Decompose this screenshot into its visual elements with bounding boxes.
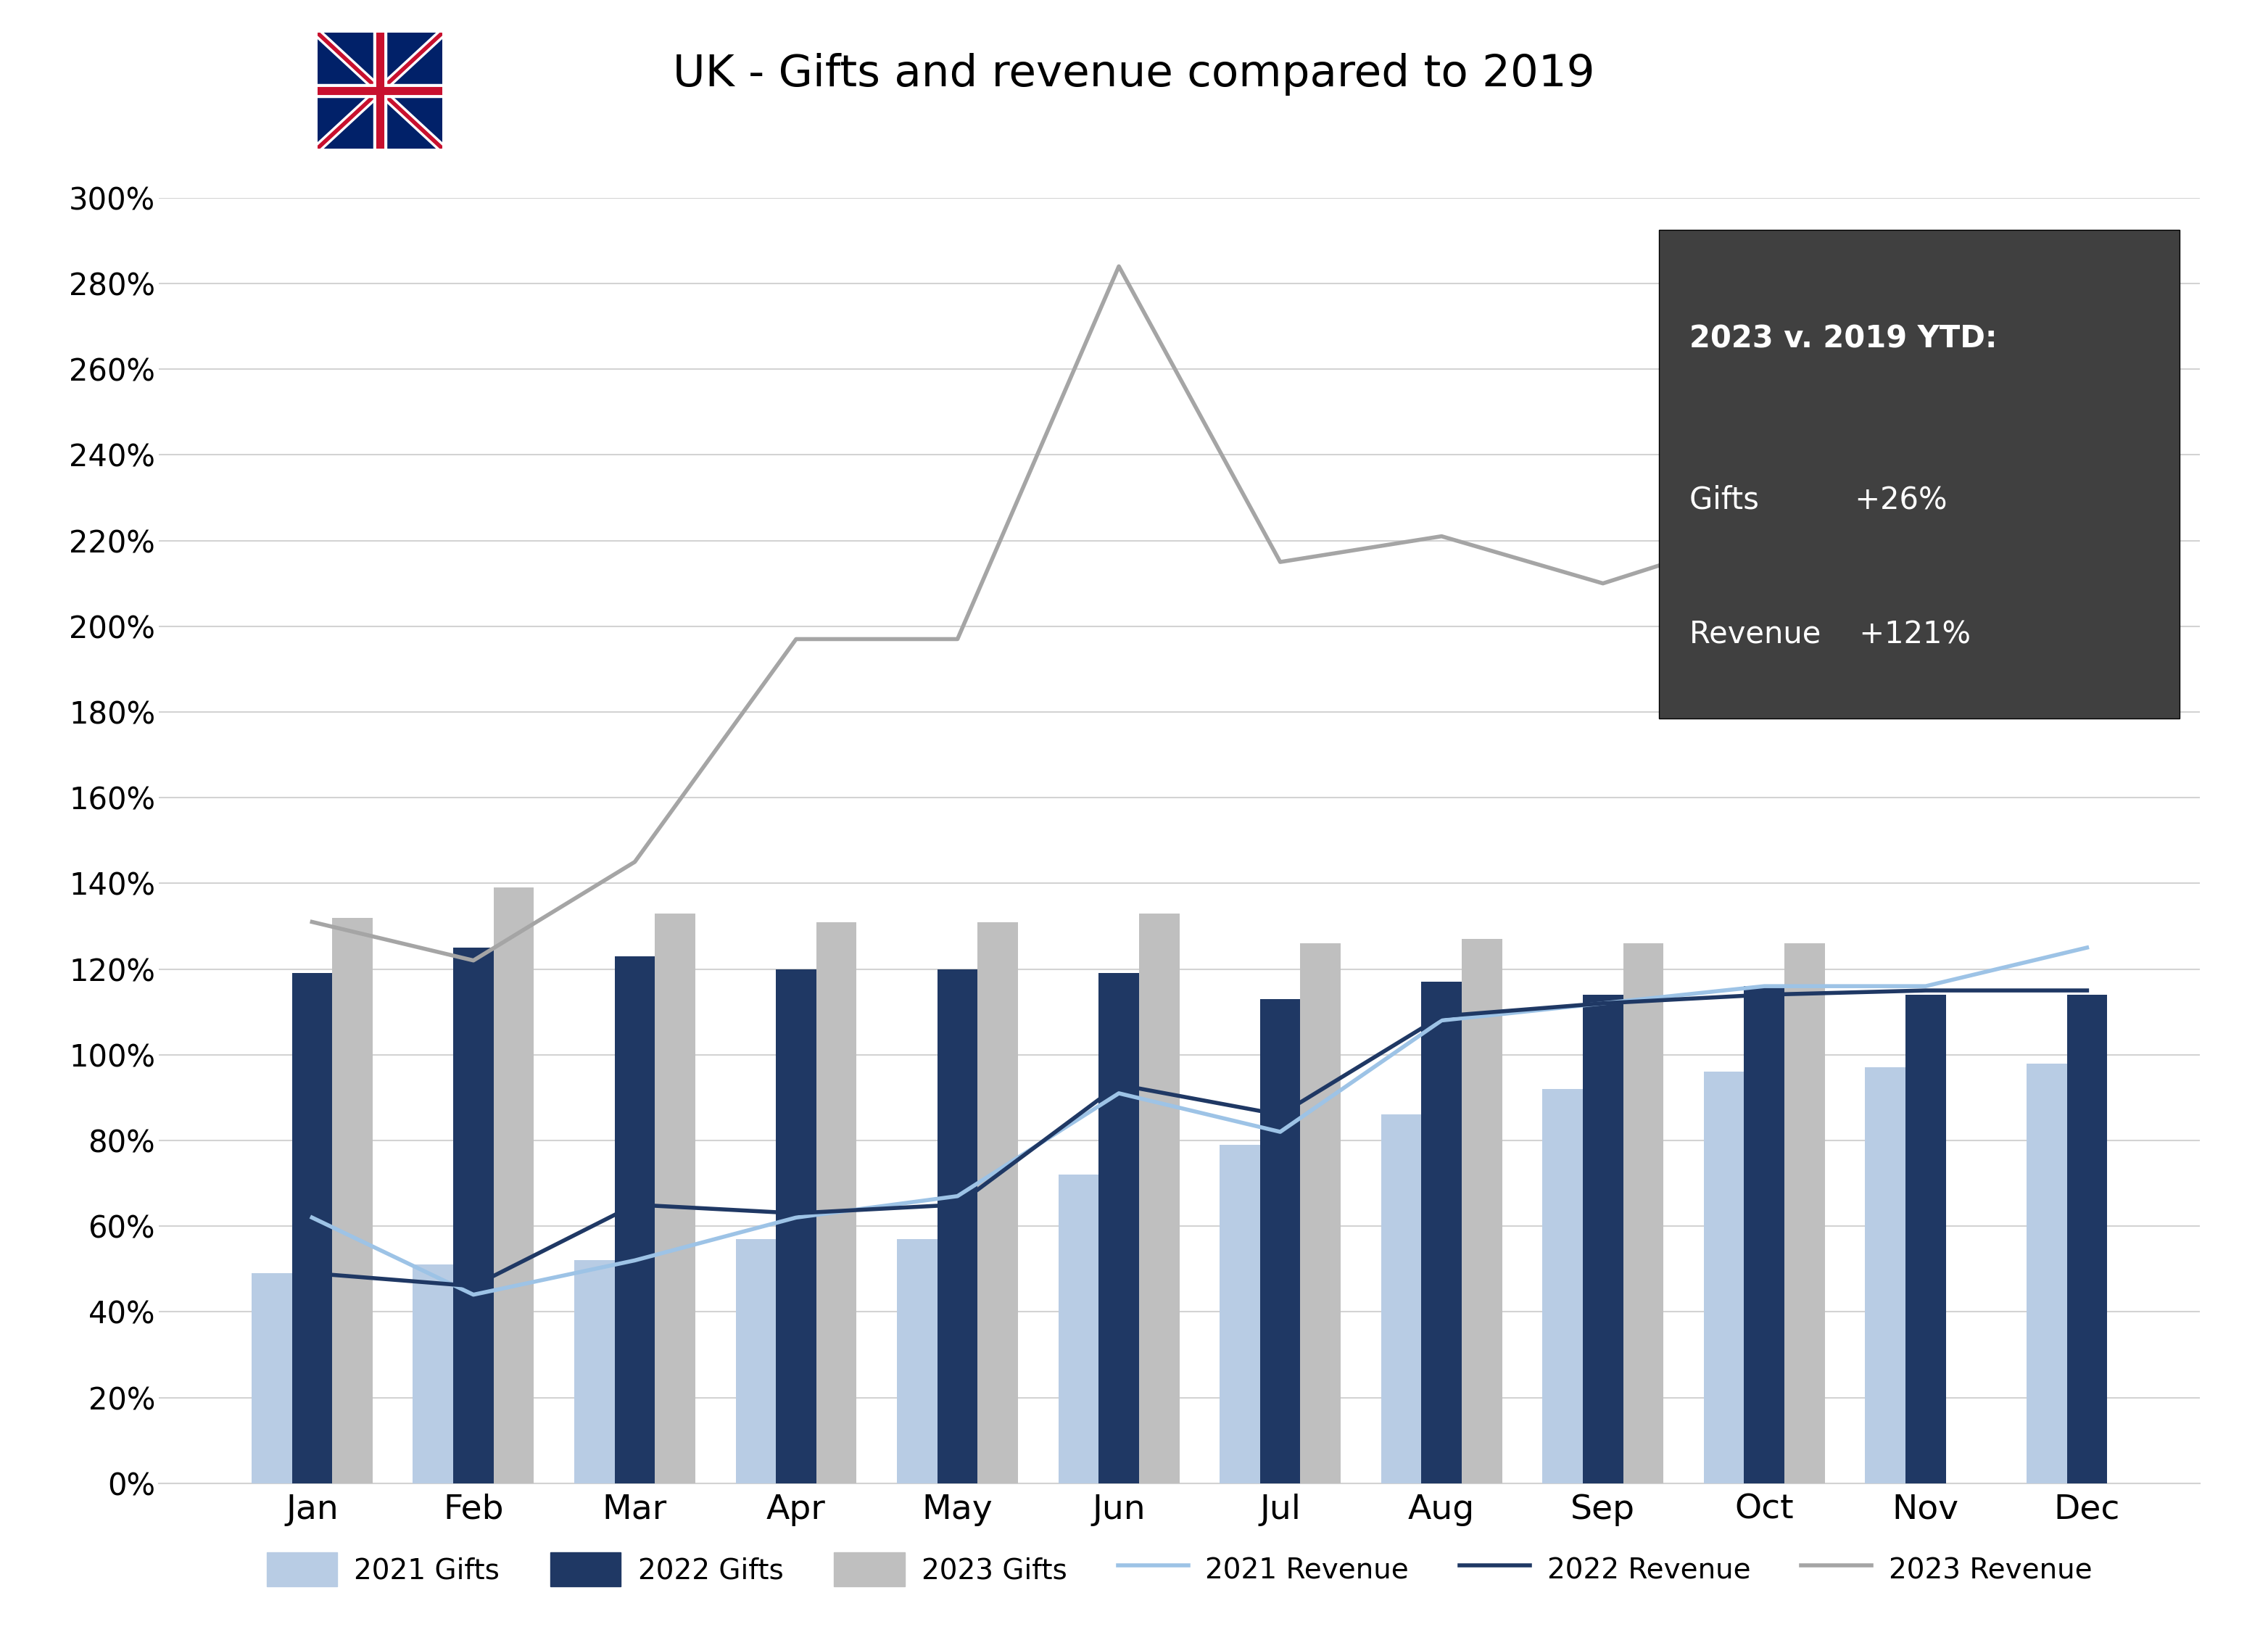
2022 Revenue — [621, 1195, 649, 1215]
Bar — [1059, 1175, 1098, 1483]
Bar — [2028, 1063, 2066, 1483]
Text: Revenue    +121%: Revenue +121% — [1690, 620, 1971, 649]
Bar — [1703, 1071, 1744, 1483]
Bar — [1542, 1089, 1583, 1483]
2021 Revenue — [782, 1208, 810, 1228]
2023 Revenue — [299, 911, 327, 931]
2022 Revenue — [943, 1195, 971, 1215]
Text: 2023 v. 2019 YTD:: 2023 v. 2019 YTD: — [1690, 325, 1998, 354]
Bar — [1220, 1145, 1261, 1483]
2023 Revenue — [1266, 552, 1293, 572]
Bar — [331, 918, 372, 1483]
Bar — [1583, 995, 1624, 1483]
Bar — [816, 921, 857, 1483]
Bar — [574, 1261, 615, 1483]
Bar — [978, 921, 1018, 1483]
2021 Revenue — [1429, 1010, 1456, 1030]
Bar — [1098, 974, 1139, 1483]
Bar — [454, 948, 494, 1483]
Bar — [1905, 995, 1946, 1483]
Bar — [735, 1239, 776, 1483]
2023 Revenue — [1105, 257, 1132, 277]
2021 Revenue — [2073, 938, 2100, 957]
Bar — [1261, 999, 1300, 1483]
2021 Revenue — [1590, 994, 1617, 1014]
2021 Revenue — [621, 1251, 649, 1271]
Line: 2021 Revenue: 2021 Revenue — [313, 948, 2087, 1295]
Bar — [2066, 995, 2107, 1483]
Bar — [1864, 1068, 1905, 1483]
2022 Revenue — [1912, 981, 1939, 1000]
2022 Revenue — [1429, 1007, 1456, 1027]
Bar — [776, 969, 816, 1483]
2022 Revenue — [2073, 981, 2100, 1000]
2022 Revenue — [1751, 986, 1778, 1005]
Bar — [494, 888, 533, 1483]
2021 Revenue — [1105, 1083, 1132, 1103]
2021 Revenue — [1266, 1122, 1293, 1142]
2022 Revenue — [782, 1203, 810, 1223]
2022 Revenue — [299, 1264, 327, 1284]
2023 Revenue — [1429, 526, 1456, 545]
2022 Revenue — [1105, 1074, 1132, 1094]
Bar — [1381, 1114, 1422, 1483]
Bar — [1744, 986, 1785, 1483]
FancyBboxPatch shape — [1660, 229, 2180, 719]
Bar — [1463, 939, 1501, 1483]
2023 Revenue — [621, 852, 649, 872]
Legend: 2021 Gifts, 2022 Gifts, 2023 Gifts, 2021 Revenue, 2022 Revenue, 2023 Revenue: 2021 Gifts, 2022 Gifts, 2023 Gifts, 2021… — [256, 1541, 2102, 1597]
Bar — [896, 1239, 937, 1483]
2022 Revenue — [460, 1276, 488, 1295]
2022 Revenue — [1266, 1104, 1293, 1124]
Bar — [1785, 943, 1826, 1483]
Bar — [1139, 913, 1179, 1483]
Bar — [413, 1264, 454, 1483]
Bar — [615, 956, 655, 1483]
Text: Gifts          +26%: Gifts +26% — [1690, 485, 1948, 516]
2023 Revenue — [782, 630, 810, 649]
2023 Revenue — [1912, 560, 1939, 580]
2021 Revenue — [1751, 976, 1778, 995]
2021 Revenue — [1912, 976, 1939, 995]
Line: 2023 Revenue: 2023 Revenue — [313, 267, 1926, 961]
2023 Revenue — [1751, 522, 1778, 542]
Bar — [1300, 943, 1340, 1483]
2023 Revenue — [1590, 574, 1617, 593]
2021 Revenue — [299, 1208, 327, 1228]
Bar — [655, 913, 696, 1483]
2022 Revenue — [1590, 994, 1617, 1014]
2021 Revenue — [943, 1187, 971, 1206]
2023 Revenue — [460, 951, 488, 971]
Text: UK - Gifts and revenue compared to 2019: UK - Gifts and revenue compared to 2019 — [674, 53, 1594, 96]
Bar — [1422, 982, 1463, 1483]
Bar — [1624, 943, 1662, 1483]
Bar — [293, 974, 331, 1483]
2021 Revenue — [460, 1285, 488, 1305]
Bar — [252, 1274, 293, 1483]
Line: 2022 Revenue: 2022 Revenue — [313, 990, 2087, 1285]
2023 Revenue — [943, 630, 971, 649]
Bar — [937, 969, 978, 1483]
